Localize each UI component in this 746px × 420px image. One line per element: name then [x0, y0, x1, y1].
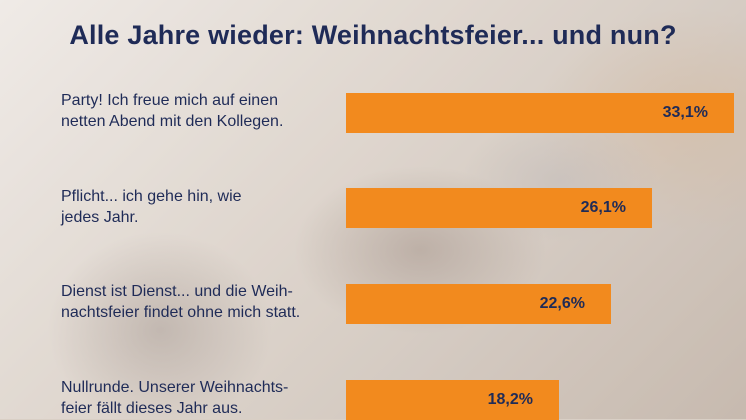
bar-value-label: 26,1%	[580, 199, 626, 216]
bar-value-label: 22,6%	[539, 295, 585, 312]
bar-value-label: 18,2%	[487, 391, 533, 408]
category-label: Nullrunde. Unserer Weihnachts-feier fäll…	[61, 379, 289, 417]
bar: 26,1%	[346, 188, 652, 228]
chart-title: Alle Jahre wieder: Weihnachtsfeier... un…	[69, 20, 677, 50]
bar: 18,2%	[346, 380, 559, 420]
category-label: Party! Ich freue mich auf einen netten Ab…	[61, 92, 284, 130]
bar: 33,1%	[346, 93, 734, 133]
category-label: Dienst ist Dienst... und die Weih-nachts…	[61, 283, 301, 321]
bar: 22,6%	[346, 284, 611, 324]
category-label: Pflicht... ich gehe hin, wie jedes Jahr.	[61, 188, 242, 226]
bar-value-label: 33,1%	[662, 104, 708, 121]
